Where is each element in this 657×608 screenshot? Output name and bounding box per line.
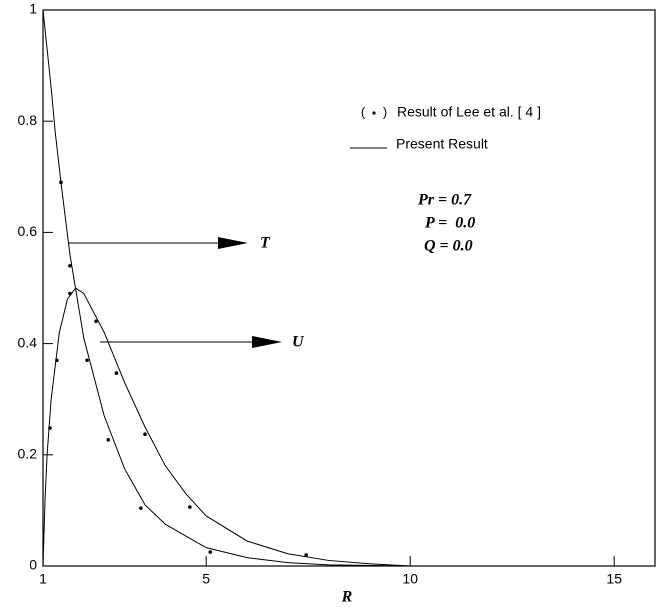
plot-frame [42,9,656,567]
annotation: Pr = 0.7 [417,192,472,209]
data-point [114,371,119,375]
curve-label: T [260,235,271,252]
x-tick-label: 1 [39,571,47,587]
legend-marker [372,111,376,115]
legend: ( ) Result of Lee et al. [ 4 ] Present R… [350,104,541,152]
legend-label: Result of Lee et al. [ 4 ] [397,104,541,120]
curve [42,287,411,567]
y-tick-label: 0.6 [18,223,38,239]
annotation: P = 0.0 [424,215,475,232]
data-point [188,505,192,509]
y-tick-label: 0.8 [18,112,38,128]
data-point [143,432,147,437]
legend-label: Present Result [396,136,488,152]
curve [42,9,411,567]
data-point [68,263,72,268]
data-point [304,553,308,557]
data-point [85,358,89,363]
annotation: Q = 0.0 [424,238,473,255]
y-tick-label: 0.4 [18,334,38,350]
y-tick-label: 1 [29,1,37,17]
arrow-head [218,237,248,249]
data-point [94,319,98,324]
legend-marker-paren: ( [361,104,366,119]
arrow-head [252,336,282,348]
data-point [139,506,143,510]
data-point [208,550,213,554]
legend-marker-paren: ) [383,104,387,119]
y-tick-label: 0 [29,557,37,573]
data-point [106,437,111,442]
x-tick-label: 10 [402,571,418,587]
x-tick-label: 5 [202,571,210,587]
x-tick-label: 15 [606,571,622,587]
x-axis-label: R [341,589,353,606]
curve-label: U [292,334,305,351]
y-tick-label: 0.2 [18,446,38,462]
